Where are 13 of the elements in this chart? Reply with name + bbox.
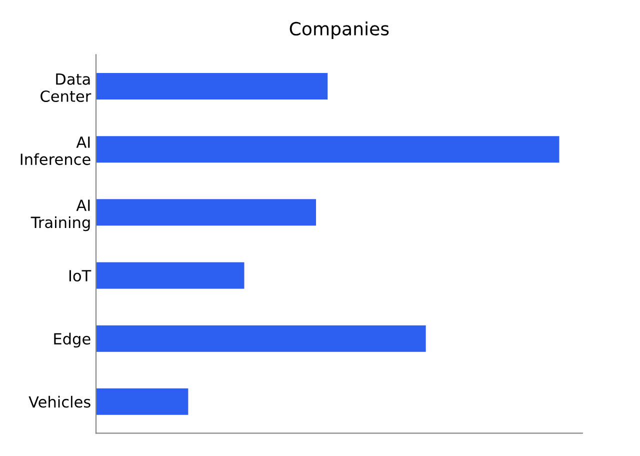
y-tick-label: AI Inference (20, 136, 90, 166)
y-tick-label: Data Center (40, 74, 92, 102)
bar (96, 199, 316, 226)
bar (96, 136, 560, 163)
chart-title: Companies (290, 22, 389, 40)
y-tick-label: AI Training (30, 200, 90, 232)
bar (96, 262, 244, 289)
bar (96, 325, 426, 352)
bar (96, 388, 188, 415)
y-tick-label: Edge (54, 332, 90, 348)
y-tick-label: IoT (69, 270, 92, 282)
bar (96, 73, 328, 100)
y-tick-label: Vehicles (28, 396, 90, 408)
